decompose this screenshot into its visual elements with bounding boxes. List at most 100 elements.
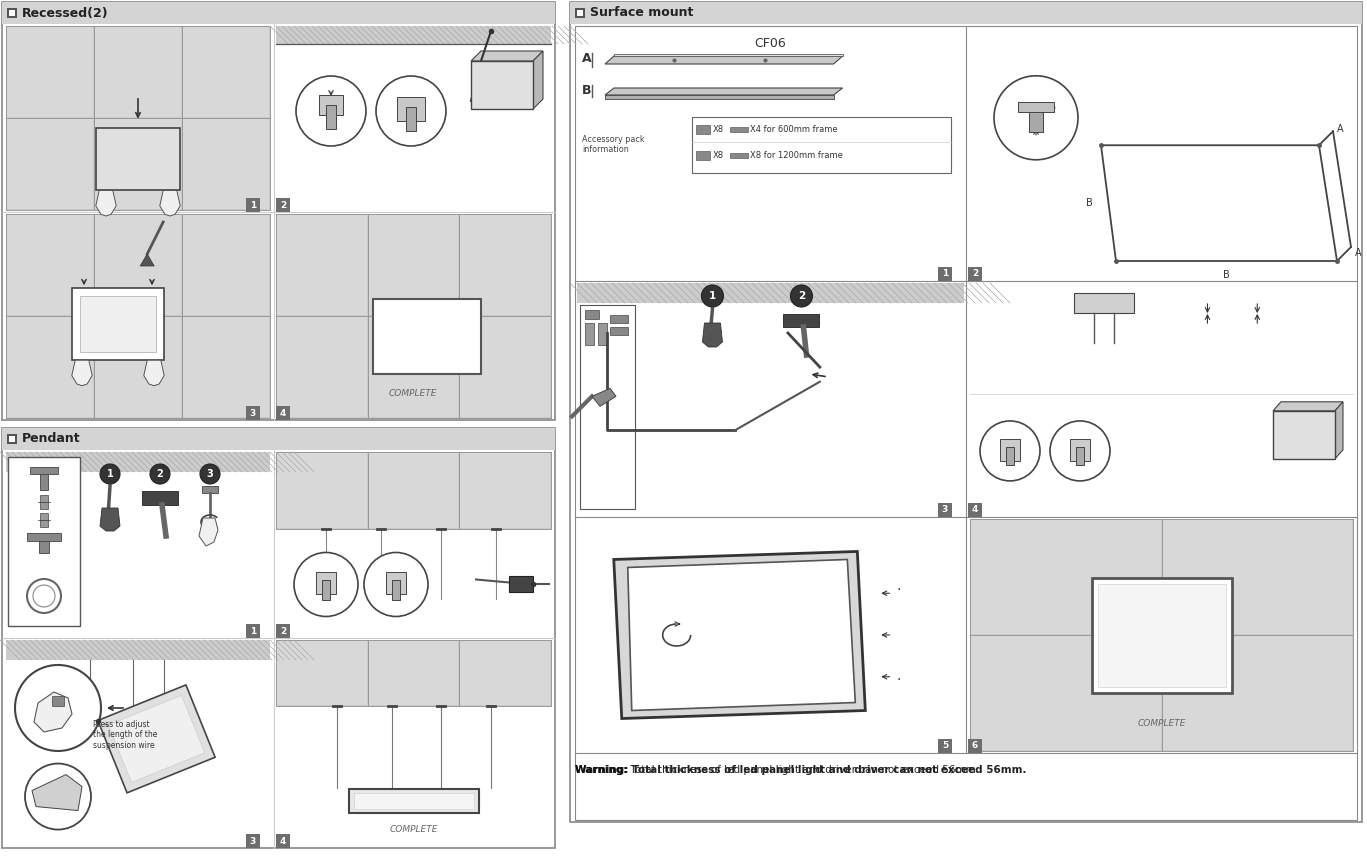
Text: COMPLETE: COMPLETE: [388, 389, 437, 398]
Text: COMPLETE: COMPLETE: [1137, 719, 1185, 727]
Bar: [278, 317, 366, 417]
Bar: [730, 153, 748, 158]
Text: Warning:: Warning:: [576, 765, 629, 775]
Bar: [577, 283, 964, 303]
Bar: [968, 503, 982, 517]
Text: A: A: [1355, 248, 1362, 258]
Bar: [27, 533, 62, 541]
Bar: [183, 27, 269, 117]
Bar: [246, 198, 260, 212]
Bar: [94, 27, 180, 117]
Polygon shape: [34, 692, 72, 732]
Bar: [369, 317, 458, 417]
Bar: [278, 215, 366, 315]
Bar: [1, 2, 555, 24]
Bar: [8, 457, 81, 626]
Polygon shape: [160, 191, 180, 216]
Polygon shape: [72, 360, 92, 385]
Bar: [94, 317, 180, 417]
Bar: [369, 453, 458, 528]
Bar: [577, 10, 582, 16]
Polygon shape: [614, 54, 842, 56]
Bar: [1, 428, 555, 848]
Bar: [276, 452, 551, 529]
Bar: [938, 503, 951, 517]
Bar: [276, 624, 290, 638]
Text: X4 for 600mm frame: X4 for 600mm frame: [750, 125, 838, 134]
Text: 1: 1: [107, 469, 113, 479]
Bar: [396, 97, 425, 121]
Bar: [7, 215, 93, 315]
Polygon shape: [108, 695, 205, 782]
Text: 2: 2: [280, 201, 286, 210]
Text: X8: X8: [714, 125, 725, 134]
Bar: [406, 107, 416, 131]
Text: B: B: [1223, 270, 1230, 280]
Bar: [183, 215, 269, 315]
Bar: [1273, 410, 1336, 459]
Bar: [94, 119, 180, 209]
Polygon shape: [606, 88, 842, 95]
Bar: [968, 267, 982, 281]
Bar: [10, 10, 15, 16]
Circle shape: [980, 421, 1040, 481]
Bar: [72, 288, 164, 360]
Bar: [7, 317, 93, 417]
Bar: [1029, 112, 1043, 132]
Bar: [576, 8, 585, 18]
Polygon shape: [614, 552, 865, 719]
Circle shape: [15, 665, 101, 751]
Circle shape: [150, 464, 170, 484]
Bar: [1074, 293, 1135, 313]
Bar: [1098, 584, 1225, 687]
Bar: [585, 323, 595, 345]
Text: CF06: CF06: [755, 37, 786, 50]
Bar: [316, 572, 336, 594]
Polygon shape: [98, 685, 215, 793]
Bar: [202, 486, 217, 493]
Bar: [971, 636, 1161, 750]
Bar: [783, 314, 819, 327]
Bar: [40, 541, 49, 553]
Circle shape: [25, 764, 92, 830]
Bar: [94, 215, 180, 315]
Text: 6: 6: [972, 741, 979, 751]
Bar: [7, 119, 93, 209]
Bar: [580, 305, 636, 509]
Text: ·: ·: [897, 583, 901, 598]
Bar: [7, 8, 16, 18]
Bar: [385, 572, 406, 594]
Bar: [246, 624, 260, 638]
Bar: [276, 834, 290, 848]
Bar: [373, 300, 481, 374]
Text: 3: 3: [250, 409, 256, 417]
Text: 1: 1: [709, 291, 716, 301]
Bar: [142, 491, 178, 505]
Bar: [52, 696, 64, 706]
Circle shape: [294, 553, 358, 617]
Text: 1: 1: [942, 269, 949, 279]
Text: 2: 2: [157, 469, 164, 479]
Circle shape: [297, 76, 366, 146]
Polygon shape: [533, 51, 543, 109]
Text: X8: X8: [714, 151, 725, 160]
Text: Total thickness of led panel light and driver can not exceed 56mm.: Total thickness of led panel light and d…: [627, 765, 979, 775]
Bar: [276, 214, 551, 418]
Circle shape: [1050, 421, 1110, 481]
Bar: [1001, 439, 1020, 461]
Bar: [461, 317, 550, 417]
Bar: [1018, 102, 1054, 112]
Bar: [696, 125, 709, 134]
Bar: [472, 61, 533, 109]
Bar: [276, 198, 290, 212]
Bar: [585, 310, 599, 319]
Bar: [323, 580, 329, 600]
Bar: [461, 641, 550, 705]
Bar: [461, 453, 550, 528]
Text: Press to adjust
the length of the
suspension wire: Press to adjust the length of the suspen…: [93, 720, 157, 750]
Bar: [278, 641, 366, 705]
Bar: [7, 434, 16, 444]
Text: 4: 4: [280, 837, 286, 845]
Bar: [692, 117, 951, 173]
Bar: [696, 151, 709, 160]
